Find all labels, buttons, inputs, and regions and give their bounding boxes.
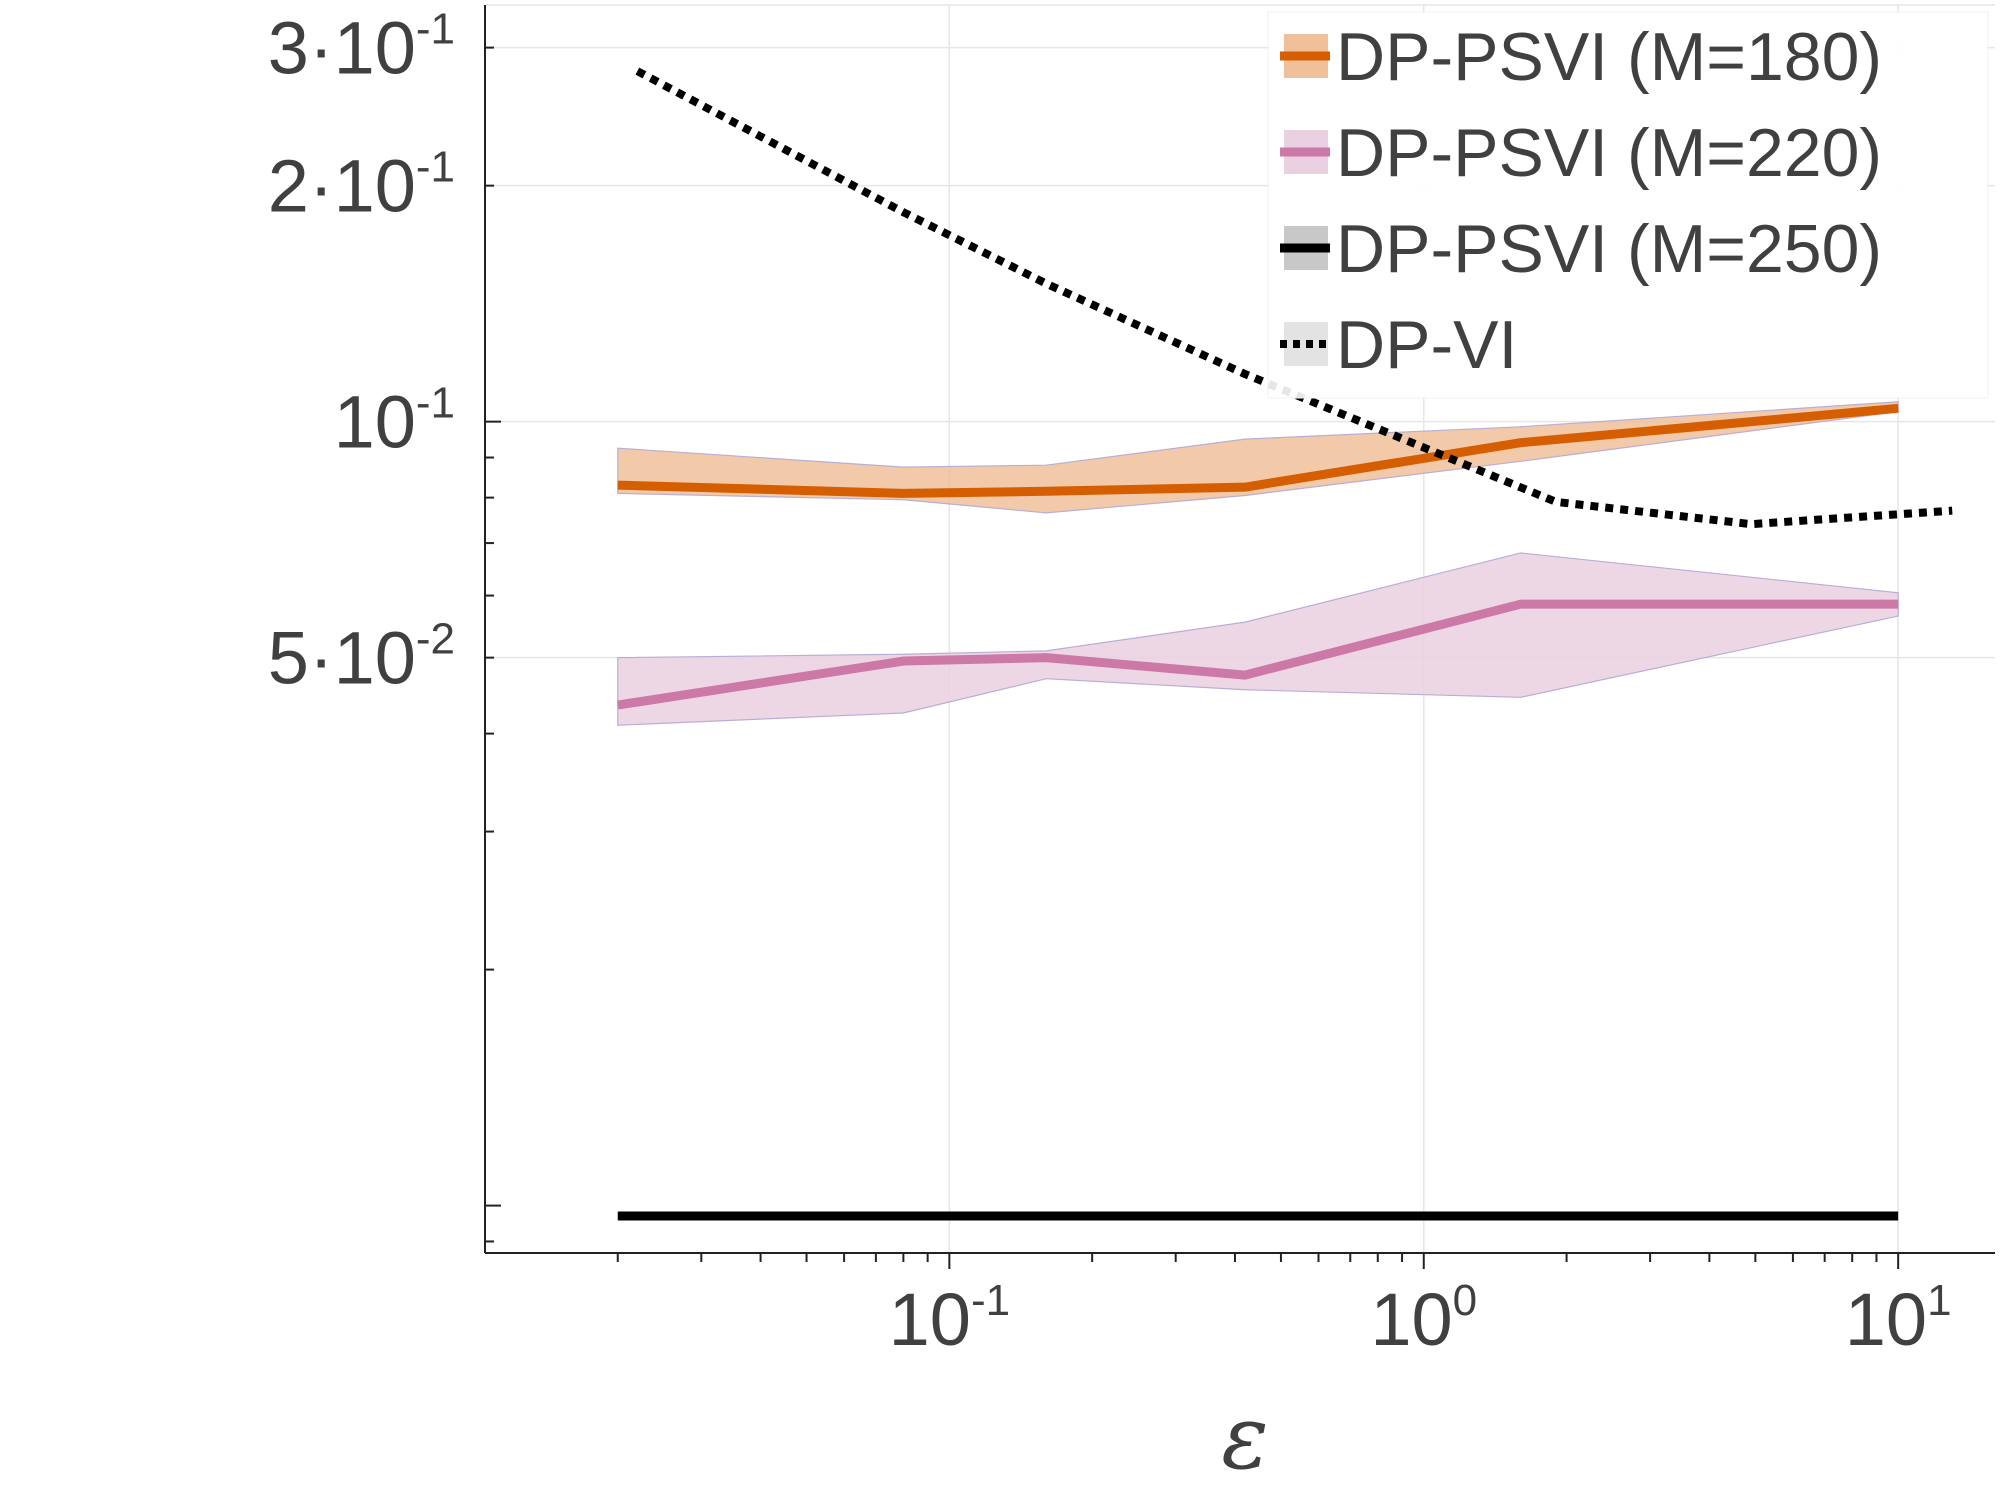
legend-label: DP-PSVI (M=250): [1336, 211, 1882, 287]
x-tick-label: 101: [1845, 1276, 1952, 1361]
confidence-bands: [617, 401, 1899, 726]
series-line: [635, 67, 1953, 529]
y-tick-label: 2·10-1: [268, 143, 455, 228]
x-axis-label: ε: [1221, 1386, 1268, 1489]
confidence-band: [617, 552, 1899, 726]
series-line: [617, 403, 1899, 498]
y-tick-label: 3·10-1: [268, 5, 455, 90]
x-tick-label: 100: [1370, 1276, 1477, 1361]
y-tick-label: 10-1: [334, 379, 455, 464]
x-tick-label: 10-1: [889, 1276, 1010, 1361]
y-tick-label: 5·10-2: [268, 615, 455, 700]
legend: DP-PSVI (M=180) DP-PSVI (M=220) DP-PSVI (M…: [1267, 11, 1989, 399]
legend-label: DP-VI: [1336, 307, 1517, 383]
confidence-band: [617, 401, 1899, 514]
series-lines: [617, 67, 1953, 1221]
legend-label: DP-PSVI (M=180): [1336, 19, 1882, 95]
series-line: [617, 599, 1899, 710]
legend-label: DP-PSVI (M=220): [1336, 115, 1882, 191]
axes: 10-1 100 101 3·10-1 2·10-1 10-1 5·10-2: [268, 5, 1995, 1361]
legend-box: [1267, 11, 1989, 399]
